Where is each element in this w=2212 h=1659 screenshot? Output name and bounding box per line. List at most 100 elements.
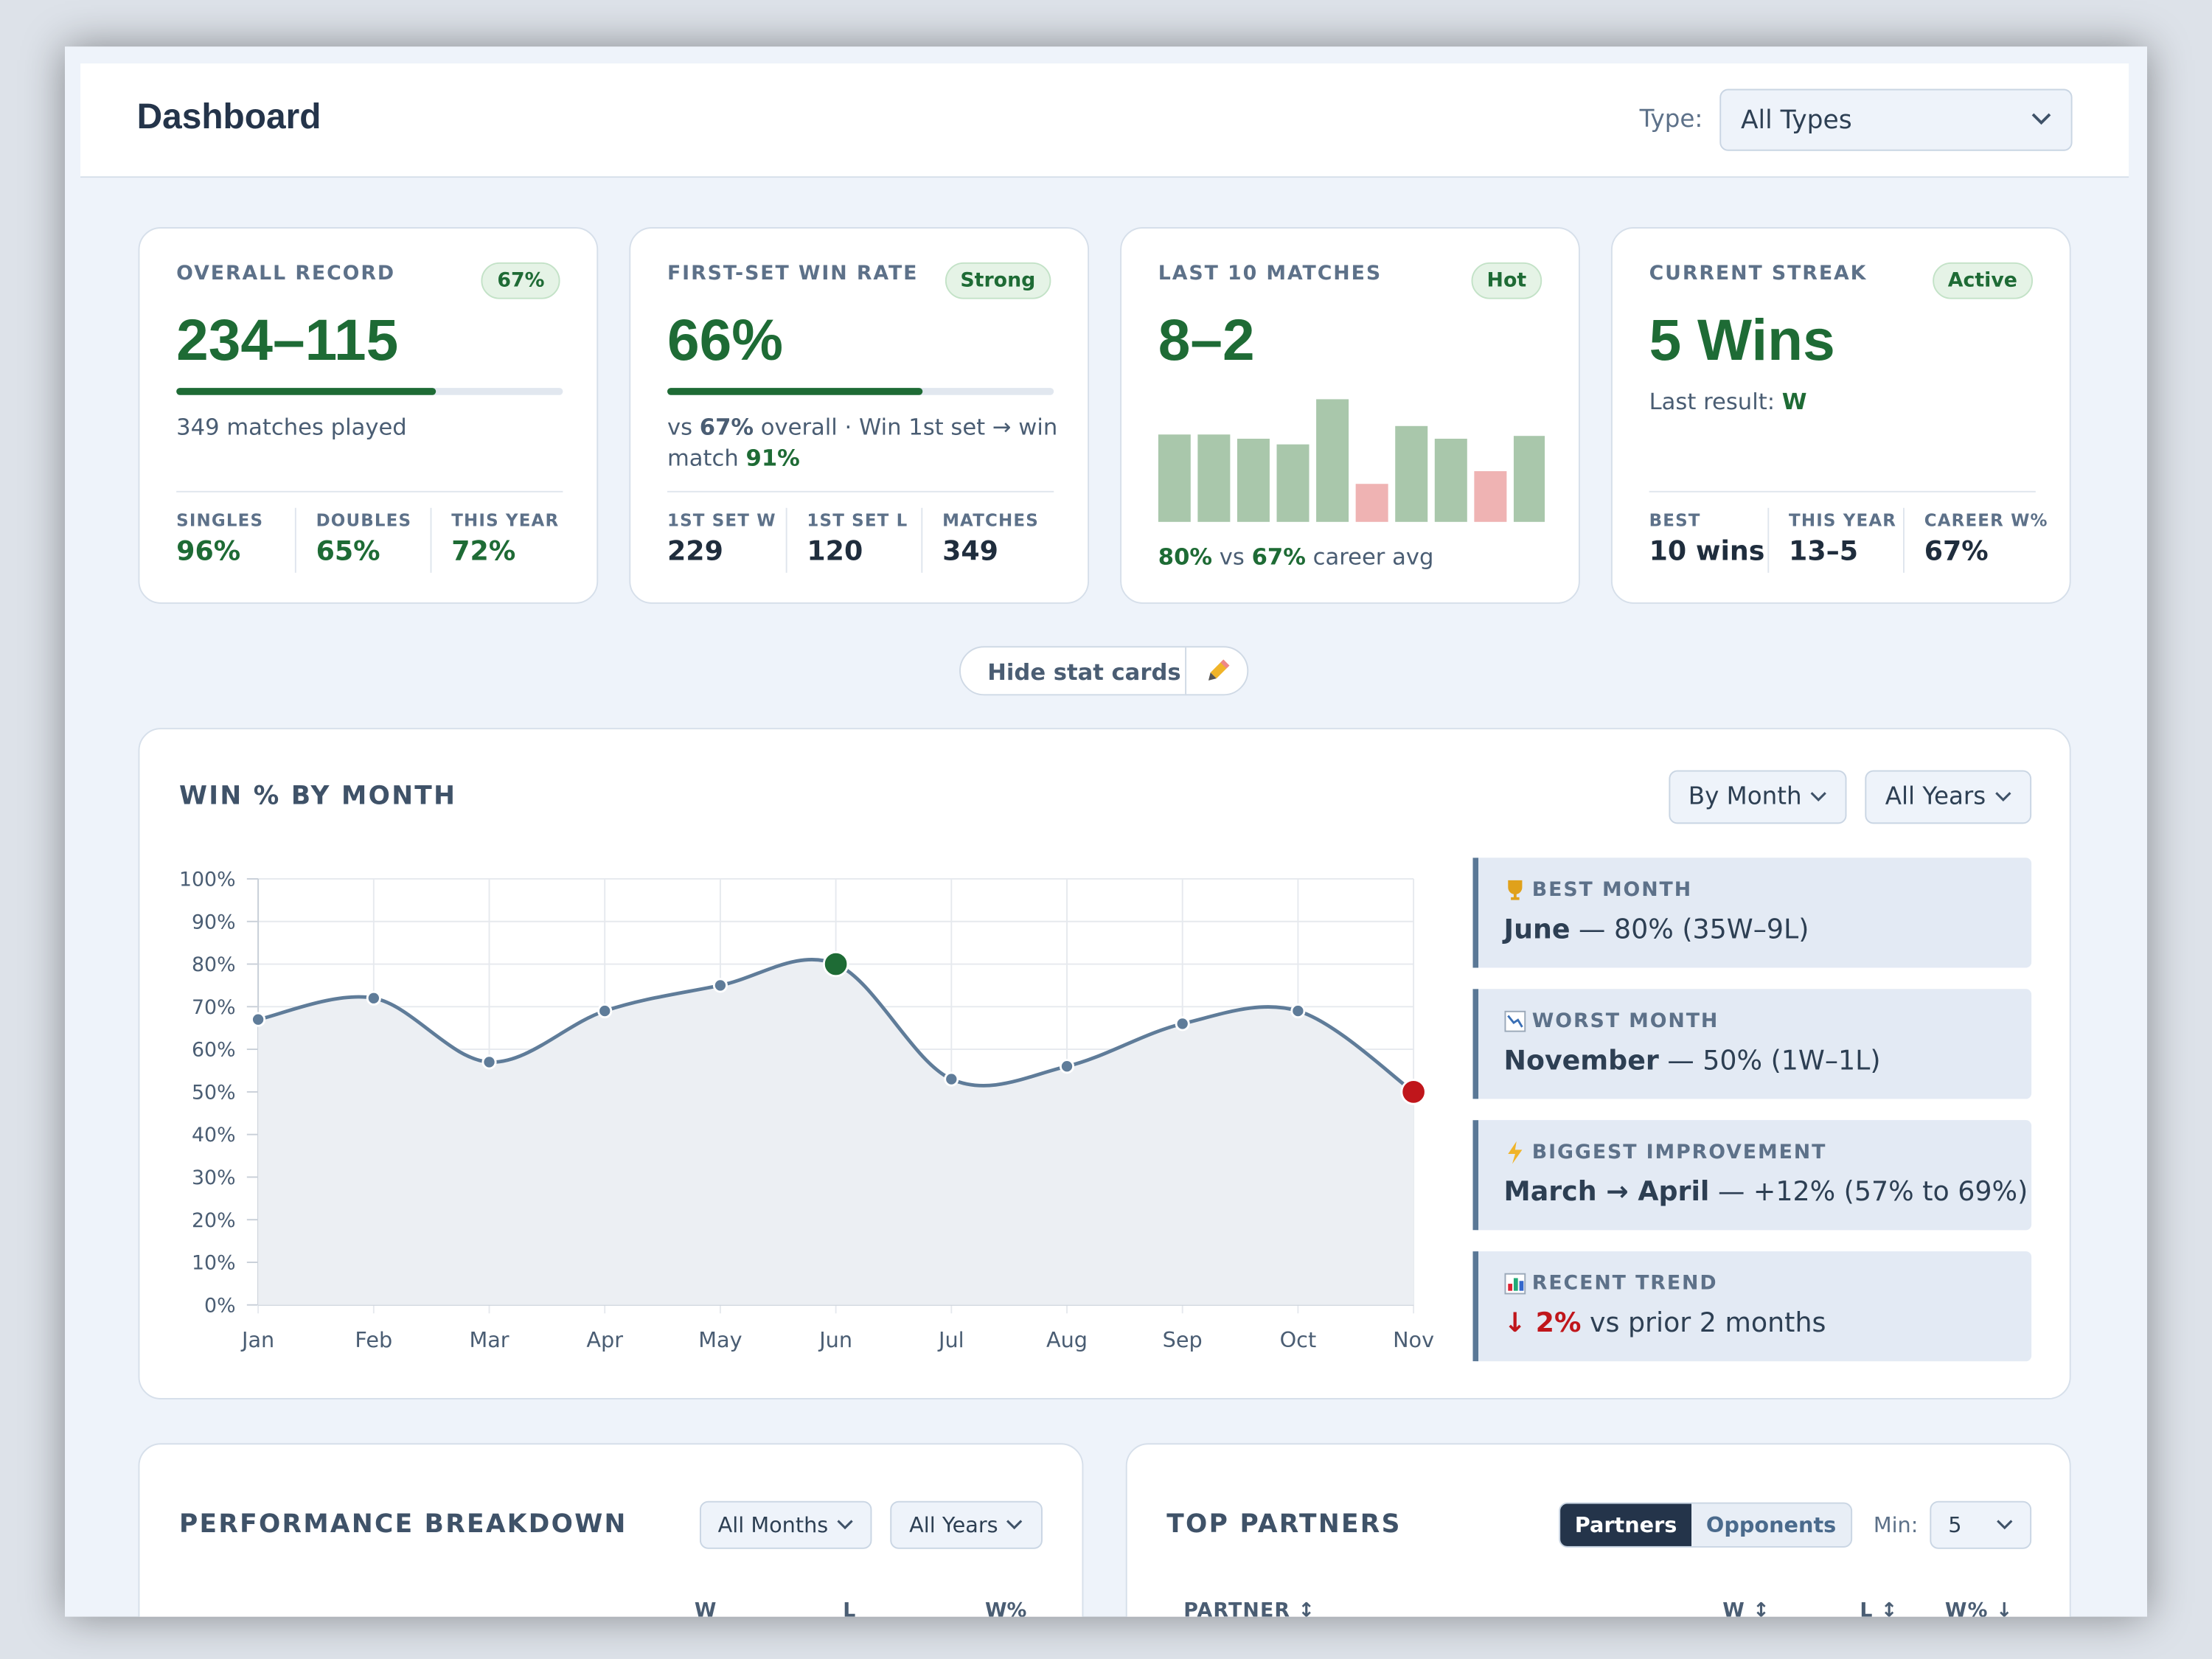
insight: WORST MONTH November — 50% (1W–1L) xyxy=(1472,989,2032,1099)
bar-icon xyxy=(1508,1284,1513,1291)
text-part: June xyxy=(1503,914,1571,945)
stat-card: CURRENT STREAK Active 5 Wins Last result: W… xyxy=(1610,227,2071,604)
type-value: All Types xyxy=(1740,105,1852,136)
x-tick-label: Jan xyxy=(240,1327,274,1352)
stat: BEST 10 wins xyxy=(1649,508,1785,573)
chevron xyxy=(1006,1520,1023,1530)
stat-label: SINGLES xyxy=(176,510,264,531)
point xyxy=(1290,1004,1306,1019)
toggle[interactable]: Hide stat cards xyxy=(959,646,1249,696)
mini-bar xyxy=(1434,439,1467,522)
divider xyxy=(667,490,1054,493)
card-value: 66% xyxy=(667,307,783,373)
stat-value: 120 xyxy=(807,536,863,568)
badge: Strong xyxy=(945,262,1051,299)
column-header[interactable]: L ↕ xyxy=(1860,1599,1899,1617)
stat: CAREER W% 67% xyxy=(1903,507,2048,573)
chevron-line xyxy=(1810,792,1827,801)
line-chart: 0% 10% 20% 30% 40% 50% 60% 70% 80% 90% 100% Jan Feb M… xyxy=(179,869,1434,1353)
mini-bar xyxy=(1513,436,1545,522)
column-header[interactable]: W ↕ xyxy=(1722,1599,1771,1617)
divider xyxy=(176,490,563,493)
text-part: — 50% (1W–1L) xyxy=(1658,1045,1881,1077)
column-header[interactable]: W% ↓ xyxy=(1944,1599,2014,1617)
insight-icon xyxy=(1504,1010,1526,1032)
mini-bar xyxy=(1237,439,1270,522)
type-select[interactable]: All Types xyxy=(1719,88,2073,151)
card-label: CURRENT STREAK xyxy=(1649,262,1868,285)
x-tick-label: Sep xyxy=(1163,1327,1203,1352)
chevron-line xyxy=(1006,1520,1023,1530)
page-title: Dashboard xyxy=(136,97,321,137)
mini-bars xyxy=(1158,399,1545,522)
toggle-label: Hide stat cards xyxy=(987,658,1181,686)
card-label: OVERALL RECORD xyxy=(176,262,396,285)
divider xyxy=(1185,647,1187,695)
stat-card: OVERALL RECORD 67% 234–115 349 matches play… xyxy=(138,227,599,604)
text-part: 349 matches played xyxy=(176,413,407,440)
point xyxy=(1400,1079,1427,1105)
dropdown[interactable]: By Month xyxy=(1669,770,1847,824)
panel-title: PERFORMANCE BREAKDOWN xyxy=(178,1509,627,1540)
y-tick-label: 80% xyxy=(192,953,236,976)
dropdown[interactable]: All Months xyxy=(699,1500,872,1549)
chevron xyxy=(1994,792,2011,801)
column-header[interactable]: PARTNER ↕ xyxy=(1183,1599,1316,1617)
stat: DOUBLES 65% xyxy=(294,507,431,573)
stat-value: 65% xyxy=(316,536,380,568)
insight-icon xyxy=(1508,1141,1523,1164)
insight: BIGGEST IMPROVEMENT March → April — +12% … xyxy=(1472,1120,2032,1231)
text-part: March → April xyxy=(1503,1176,1710,1208)
min-label: Min: xyxy=(1873,1512,1919,1538)
point xyxy=(822,950,849,978)
text-part: 80% xyxy=(1158,543,1213,570)
y-tick-label: 0% xyxy=(204,1294,235,1317)
performance-panel: PERFORMANCE BREAKDOWN All Months All Years… xyxy=(138,1443,1084,1617)
progress-track xyxy=(667,388,1054,395)
card-note: vs 67% overall · Win 1st set → win match… xyxy=(667,412,1069,474)
mini-bar xyxy=(1197,434,1231,522)
min-value: 5 xyxy=(1948,1512,1962,1538)
dropdown[interactable]: All Years xyxy=(890,1500,1043,1549)
x-tick-label: Jun xyxy=(818,1327,852,1352)
text-part: November xyxy=(1503,1045,1659,1077)
chevron xyxy=(1997,1520,2013,1530)
y-tick-label: 70% xyxy=(192,996,236,1019)
mini-bar xyxy=(1276,444,1310,522)
mini-bar xyxy=(1316,399,1349,522)
stat-label: THIS YEAR xyxy=(451,510,560,531)
badge: 67% xyxy=(481,262,560,299)
tab[interactable]: Opponents xyxy=(1705,1512,1837,1538)
panel-title: WIN % BY MONTH xyxy=(178,781,457,812)
dropdown-label: All Years xyxy=(1885,782,1986,812)
insight: BEST MONTH June — 80% (35W–9L) xyxy=(1472,858,2032,968)
y-tick-label: 10% xyxy=(192,1252,236,1275)
dropdown[interactable]: All Years xyxy=(1865,770,2032,824)
insight-text: June — 80% (35W–9L) xyxy=(1504,914,1809,945)
column-header[interactable]: L xyxy=(843,1599,856,1617)
stat: 1ST SET W 229 xyxy=(667,508,803,573)
x-tick-label: Mar xyxy=(469,1327,509,1352)
text-part: 67% xyxy=(699,413,754,440)
stat-card: FIRST-SET WIN RATE Strong 66% vs 67% overal… xyxy=(629,227,1090,604)
column-header[interactable]: W% xyxy=(984,1599,1027,1617)
point xyxy=(1059,1059,1075,1074)
tab-active[interactable]: Partners xyxy=(1560,1503,1692,1546)
text-part: career avg xyxy=(1305,543,1434,570)
stat-value: 229 xyxy=(667,536,723,568)
text-part: vs xyxy=(1212,543,1252,570)
min-select[interactable]: 5 xyxy=(1930,1500,2032,1549)
insight-text: March → April — +12% (57% to 69%) xyxy=(1504,1177,2028,1208)
stat: MATCHES 349 xyxy=(921,507,1057,573)
insight-label: WORST MONTH xyxy=(1531,1009,1719,1033)
badge: Hot xyxy=(1471,262,1543,299)
bar-icon xyxy=(1513,1278,1518,1291)
chevron xyxy=(837,1520,853,1530)
point xyxy=(481,1054,497,1070)
insight-label: RECENT TREND xyxy=(1531,1272,1718,1295)
column-header[interactable]: W xyxy=(694,1599,717,1617)
y-tick-label: 30% xyxy=(192,1166,236,1189)
